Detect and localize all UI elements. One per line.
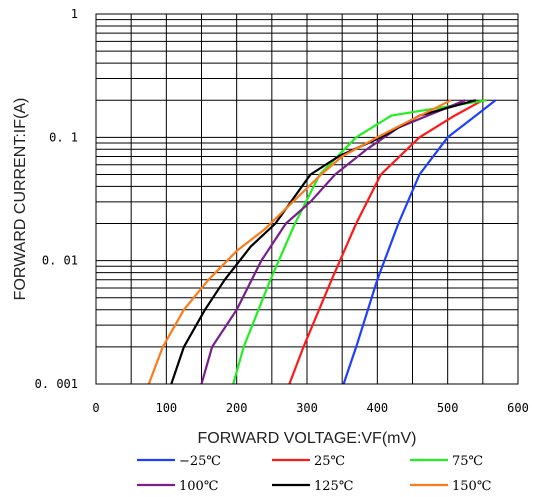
x-axis-title: FORWARD VOLTAGE:VF(mV) xyxy=(198,430,417,447)
x-tick-label: 100 xyxy=(155,401,177,415)
series-line-5 xyxy=(147,99,452,385)
series-line-2 xyxy=(232,99,487,385)
legend: −25℃ 25℃ 75℃ 100℃ 125℃ 150℃ xyxy=(137,454,491,494)
x-tick-label: 400 xyxy=(366,401,388,415)
y-tick-label: 0. 001 xyxy=(35,377,78,391)
y-tick-label: 0. 01 xyxy=(42,254,78,268)
tick-labels: 0 100 200 300 400 500 600 0. 001 0. 01 0. 1 1 xyxy=(35,7,529,415)
legend-label-1: 25℃ xyxy=(314,454,345,469)
y-axis-title: FORWARD CURRENT:IF(A) xyxy=(12,98,29,301)
y-tick-label: 1 xyxy=(71,7,78,21)
x-tick-label: 500 xyxy=(437,401,459,415)
y-tick-label: 0. 1 xyxy=(49,130,78,144)
series-line-3 xyxy=(200,99,466,385)
legend-label-2: 75℃ xyxy=(452,454,483,469)
series-line-0 xyxy=(342,99,497,385)
legend-label-5: 150℃ xyxy=(452,479,491,494)
series-line-1 xyxy=(288,99,484,385)
series-lines xyxy=(147,99,497,385)
legend-label-4: 125℃ xyxy=(314,479,353,494)
plot-frame xyxy=(95,13,519,385)
x-tick-label: 600 xyxy=(507,401,529,415)
legend-label-3: 100℃ xyxy=(179,479,218,494)
x-tick-label: 300 xyxy=(296,401,318,415)
legend-label-0: −25℃ xyxy=(179,454,221,469)
x-tick-label: 0 xyxy=(92,401,99,415)
x-tick-label: 200 xyxy=(226,401,248,415)
